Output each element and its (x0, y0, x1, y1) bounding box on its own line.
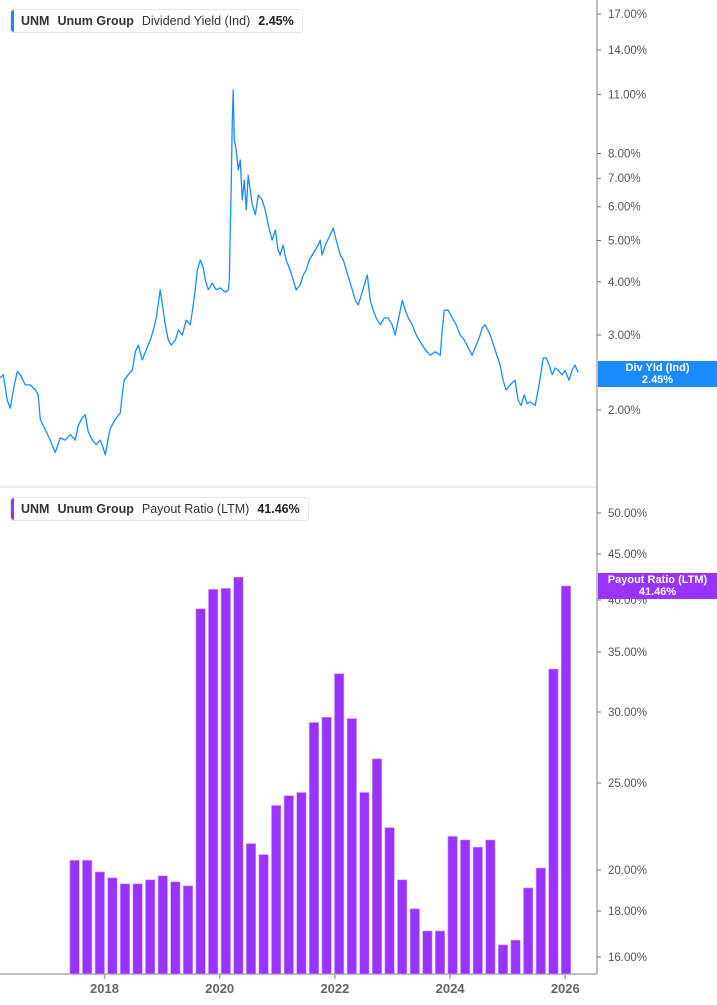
payout-bar (409, 908, 420, 975)
yield-y-tick-label: 17.00% (608, 9, 647, 21)
tag-label: Payout Ratio (LTM) (607, 574, 708, 586)
payout-bar (283, 795, 294, 975)
x-tick-label: 2024 (436, 981, 466, 996)
yield-y-tick-label: 5.00% (608, 235, 641, 247)
payout-bar (308, 722, 319, 975)
payout-bar (485, 839, 496, 975)
legend-color-bar (11, 498, 14, 520)
payout-bar (560, 585, 571, 975)
yield-y-tick-label: 7.00% (608, 173, 641, 185)
payout-bar (132, 883, 143, 975)
payout-bar (195, 608, 206, 975)
payout-bar (246, 843, 257, 975)
payout-bar (208, 589, 219, 975)
tag-value: 2.45% (641, 374, 674, 386)
payout-bar (434, 930, 445, 975)
payout-bar (497, 944, 508, 975)
payout-y-tick-label: 45.00% (608, 549, 647, 561)
yield-y-tick-label: 4.00% (608, 277, 641, 289)
yield-y-tick-label: 11.00% (608, 90, 646, 102)
payout-bar (258, 854, 269, 975)
yield-y-tick-label: 14.00% (608, 45, 647, 57)
payout-bar (510, 939, 521, 975)
tag-label: Div Yld (Ind) (625, 362, 690, 374)
payout-bar (384, 827, 395, 975)
payout-bar (472, 846, 483, 975)
payout-bar (94, 871, 105, 975)
payout-bar (183, 885, 194, 975)
payout-bar (157, 875, 168, 975)
payout-bar (397, 879, 408, 975)
payout-value-tag: Payout Ratio (LTM) 41.46% (598, 573, 717, 599)
payout-bar (523, 887, 534, 975)
payout-bar (460, 839, 471, 975)
payout-bar (359, 792, 370, 975)
payout-y-tick-label: 16.00% (608, 952, 647, 964)
tag-value: 41.46% (638, 586, 677, 598)
legend-company: Unum Group (57, 502, 134, 516)
payout-bar (82, 860, 93, 975)
payout-bar (107, 877, 118, 975)
payout-bar (422, 930, 433, 975)
payout-bar (371, 758, 382, 975)
legend-color-bar (11, 10, 14, 32)
payout-legend: UNM Unum Group Payout Ratio (LTM) 41.46% (10, 497, 309, 521)
payout-y-tick-label: 30.00% (608, 707, 647, 719)
yield-value-tag: Div Yld (Ind) 2.45% (598, 361, 717, 387)
legend-value: 41.46% (257, 502, 300, 516)
payout-bar (69, 860, 80, 975)
dividend-yield-line (0, 89, 579, 456)
payout-bar (170, 881, 181, 975)
payout-bar (271, 805, 282, 975)
payout-bar (346, 718, 357, 975)
payout-bar (220, 588, 231, 975)
yield-legend: UNM Unum Group Dividend Yield (Ind) 2.45… (10, 9, 303, 33)
yield-y-tick-label: 8.00% (608, 149, 641, 161)
payout-bar (145, 879, 156, 975)
legend-company: Unum Group (57, 14, 134, 28)
payout-y-tick-label: 50.00% (608, 508, 647, 520)
payout-y-tick-label: 20.00% (608, 865, 647, 877)
payout-bar (548, 668, 559, 975)
payout-bar (535, 867, 546, 975)
payout-bar (233, 576, 244, 975)
payout-y-tick-label: 25.00% (608, 778, 647, 790)
yield-y-tick-label: 6.00% (608, 202, 641, 214)
payout-bar (447, 836, 458, 975)
payout-y-tick-label: 35.00% (608, 647, 647, 659)
yield-y-tick-label: 2.00% (608, 405, 641, 417)
legend-ticker: UNM (21, 502, 50, 516)
payout-bar (120, 883, 131, 975)
legend-metric: Dividend Yield (Ind) (141, 14, 251, 28)
x-tick-label: 2018 (90, 981, 119, 996)
legend-ticker: UNM (21, 14, 50, 28)
yield-y-tick-label: 3.00% (608, 330, 641, 342)
payout-y-tick-label: 18.00% (608, 906, 647, 918)
legend-value: 2.45% (258, 14, 294, 28)
payout-bar (296, 792, 307, 975)
x-tick-label: 2020 (205, 981, 234, 996)
payout-bar (334, 673, 345, 975)
legend-metric: Payout Ratio (LTM) (141, 502, 250, 516)
x-tick-label: 2022 (320, 981, 349, 996)
payout-bar (321, 716, 332, 975)
x-tick-label: 2026 (551, 981, 580, 996)
